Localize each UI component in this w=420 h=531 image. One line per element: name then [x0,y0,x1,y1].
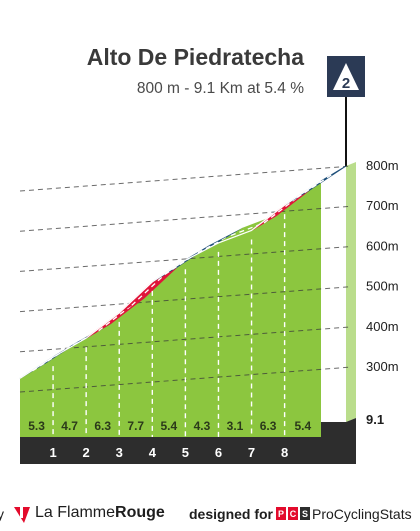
y-tick-label: 800m [366,158,399,173]
category-badge: 2 [327,56,365,166]
climb-title: Alto De Piedratecha [86,44,304,70]
badge-number: 2 [342,75,350,92]
elevation-gridline [19,245,353,272]
gradient-label: 4.3 [194,419,211,433]
gradient-label: 3.1 [227,419,244,433]
y-tick-label: 700m [366,198,399,213]
gradient-label: 6.3 [260,419,277,433]
y-tick-label: 300m [366,359,399,374]
km-label: 8 [281,445,288,460]
gradient-band-centerline [263,197,298,224]
gradient-label: 5.4 [294,419,311,433]
gradient-band-centerline [296,172,334,199]
km-label: 5 [182,445,189,460]
la-flamme-rouge-logo[interactable]: La FlammeRouge [35,504,165,522]
elevation-gridline [19,326,353,353]
profile-top-edge [19,180,322,379]
brand-left-text: La Flamme [35,504,116,521]
elevation-gridline [19,205,353,232]
gradient-label: 6.3 [94,419,111,433]
km-label: 4 [149,445,157,460]
gradient-band-centerline [98,304,133,332]
pcs-logo-icon: P C S [276,507,310,520]
designed-for-text: designed for [189,506,274,522]
svg-text:P: P [278,509,284,519]
gradient-label: 5.4 [161,419,178,433]
km-label: 1 [49,445,56,460]
y-tick-label: 400m [366,319,399,334]
svg-text:C: C [290,509,297,519]
elevation-gridline [19,165,353,192]
footer-by-text: y [0,506,4,522]
total-distance-label: 9.1 [366,412,384,427]
footer: y La FlammeRouge designed for P C S ProC… [0,501,420,531]
y-tick-label: 600m [366,238,399,253]
km-label: 7 [248,445,255,460]
km-label: 3 [116,445,123,460]
brand-right-text: Rouge [115,504,165,521]
gradient-label: 5.3 [28,419,45,433]
svg-text:S: S [302,509,308,519]
elevation-profile-chart: 2 300m 400m 500m 600m 700m 800m 5.3 1 4.7 2 6.3 3 7.… [19,56,399,464]
flamme-rouge-icon [14,507,30,523]
profile-end-wall [346,162,356,422]
profile-area [20,181,321,437]
procyclingstats-link[interactable]: ProCyclingStats [312,506,412,522]
gradient-label: 7.7 [127,419,144,433]
gradient-band-centerline [131,273,166,306]
km-label: 2 [83,445,90,460]
km-label: 6 [215,445,222,460]
climb-subtitle: 800 m - 9.1 Km at 5.4 % [136,80,304,97]
profile-layer: 300m 400m 500m 600m 700m 800m 5.3 1 4.7 2 6.3 3 7.7 4… [19,158,399,464]
gradient-label: 4.7 [61,419,78,433]
badge-triangle-icon [333,63,359,90]
y-tick-label: 500m [366,279,399,294]
